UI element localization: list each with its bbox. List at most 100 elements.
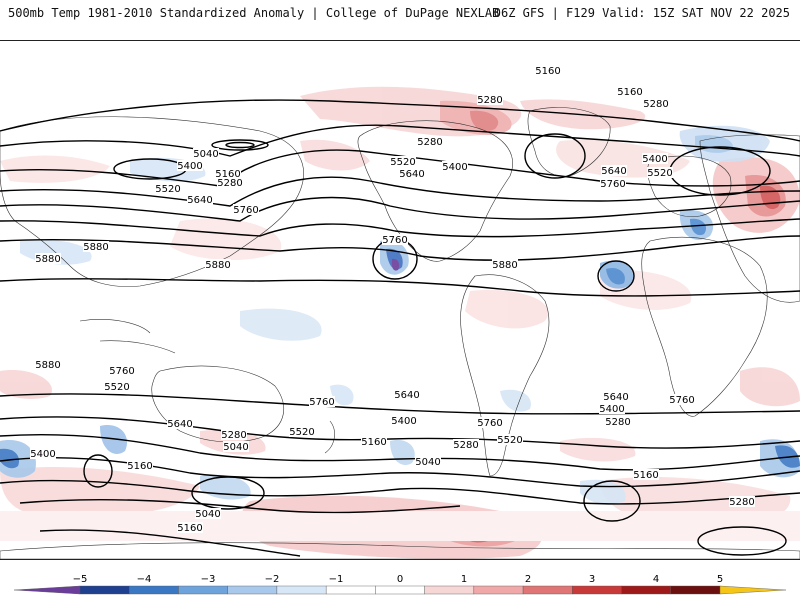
- colorbar-swatch: [375, 585, 425, 595]
- contour-label-bg: [289, 426, 315, 437]
- contour-label: 5160: [633, 470, 658, 481]
- antarctica-outline: [0, 542, 800, 559]
- colorbar-tick-labels: −5 −4 −3 −2 −1 0 1 2 3 4 5: [73, 574, 724, 585]
- contour-label-bg: [642, 153, 668, 164]
- contour-label-bg: [361, 436, 387, 447]
- contour-label-bg: [382, 234, 408, 245]
- contour-label-bg: [605, 416, 631, 427]
- contour-label-bg: [167, 418, 193, 429]
- contour-label-bg: [390, 156, 416, 167]
- colorbar-swatch: [522, 585, 573, 595]
- anomaly-map: 5160 5160 5280 5280 5280 5040 5160 5280 5400 5520…: [0, 40, 800, 560]
- indonesia-outline: [79, 319, 176, 354]
- contour-label: 5640: [187, 195, 212, 206]
- colorbar-tick: −3: [201, 574, 216, 585]
- contour-label-bg: [417, 136, 443, 147]
- height-contours: [0, 99, 800, 557]
- contour-label: 5280: [477, 95, 502, 106]
- contour-label: 5160: [177, 523, 202, 534]
- contour-label-bg: [104, 381, 130, 392]
- contour-label-bg: [35, 253, 61, 264]
- contour-label: 5880: [205, 260, 230, 271]
- colorbar-swatches: [13, 585, 787, 595]
- contour-label-bg: [442, 161, 468, 172]
- contour-label: 5280: [221, 430, 246, 441]
- colorbar-swatch: [276, 585, 327, 595]
- contour-label-bg: [155, 183, 181, 194]
- contour-label-bg: [477, 94, 503, 105]
- contour-label-bg: [223, 441, 249, 452]
- contour-label-bg: [30, 448, 56, 459]
- colorbar-swatch: [227, 585, 278, 595]
- contour-label: 5520: [647, 168, 672, 179]
- contour-label: 5520: [155, 184, 180, 195]
- contour-label: 5160: [127, 461, 152, 472]
- contour-label-bg: [633, 469, 659, 480]
- contour-label-bg: [109, 365, 135, 376]
- contour-label-bg: [729, 496, 755, 507]
- map-title: 500mb Temp 1981-2010 Standardized Anomal…: [8, 6, 500, 20]
- africa-outline: [641, 236, 768, 417]
- colorbar-swatch: [719, 585, 787, 595]
- contour-label-bg: [205, 259, 231, 270]
- colorbar-swatch: [178, 585, 228, 595]
- contour-label: 5640: [601, 166, 626, 177]
- contour-label: 5880: [35, 254, 60, 265]
- contour-label-bg: [187, 194, 213, 205]
- contour-label: 5280: [643, 99, 668, 110]
- colorbar-tick: 3: [589, 574, 595, 585]
- contour-label: 5640: [399, 169, 424, 180]
- contour-label: 5520: [104, 382, 129, 393]
- contour-label-bg: [477, 417, 503, 428]
- nz-outline: [324, 420, 335, 454]
- cool-anomaly-shading: [0, 125, 800, 505]
- greenland-outline: [527, 107, 611, 177]
- contour-label: 5880: [492, 260, 517, 271]
- contour-label: 5880: [35, 360, 60, 371]
- contour-label-bg: [83, 241, 109, 252]
- colorbar-tick: −5: [73, 574, 88, 585]
- contour-label: 5760: [382, 235, 407, 246]
- colorbar-swatch: [572, 585, 622, 595]
- contour-label-bg: [415, 456, 441, 467]
- contour-label-bg: [215, 168, 241, 179]
- colorbar-tick: −1: [329, 574, 344, 585]
- contour-label-bg: [177, 160, 203, 171]
- contour-label: 5040: [415, 457, 440, 468]
- contour-label: 5640: [394, 390, 419, 401]
- contour-label-bg: [127, 460, 153, 471]
- colorbar-swatch: [13, 585, 81, 595]
- contour-label: 5160: [535, 66, 560, 77]
- asia-east-outline: [699, 134, 800, 303]
- asia-outline: [0, 116, 304, 287]
- colorbar-swatch: [424, 585, 475, 595]
- contour-label-bg: [193, 148, 219, 159]
- contour-label-bg: [453, 439, 479, 450]
- contour-label: 5160: [617, 87, 642, 98]
- contour-label: 5640: [167, 419, 192, 430]
- contour-label-bg: [643, 98, 669, 109]
- contour-label: 5160: [361, 437, 386, 448]
- contour-label-bg: [600, 178, 626, 189]
- contour-label: 5400: [642, 154, 667, 165]
- colorbar-swatch: [621, 585, 671, 595]
- contour-label-bg: [394, 389, 420, 400]
- colorbar-tick: −4: [137, 574, 152, 585]
- colorbar-swatch: [129, 585, 179, 595]
- contour-label: 5040: [193, 149, 218, 160]
- contour-label: 5760: [600, 179, 625, 190]
- colorbar-tick: 5: [717, 574, 723, 585]
- colorbar-swatch: [79, 585, 130, 595]
- contour-label: 5160: [215, 169, 240, 180]
- contour-label-bg: [603, 391, 629, 402]
- contour-label: 5280: [729, 497, 754, 508]
- model-run-info: 06Z GFS | F129 Valid: 15Z SAT NOV 22 202…: [493, 6, 790, 20]
- contour-label-bg: [669, 394, 695, 405]
- contour-label-bg: [195, 508, 221, 519]
- anomaly-colorbar: −5 −4 −3 −2 −1 0 1 2 3 4 5: [0, 570, 800, 600]
- colorbar-tick: 1: [461, 574, 467, 585]
- contour-label-bg: [391, 415, 417, 426]
- contour-label: 5640: [603, 392, 628, 403]
- contour-label: 5280: [417, 137, 442, 148]
